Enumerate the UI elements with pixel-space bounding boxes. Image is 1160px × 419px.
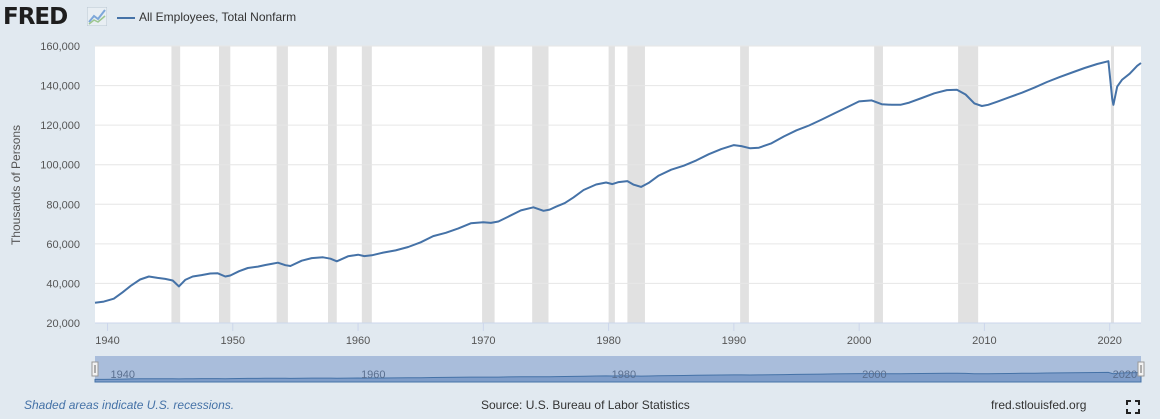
recession-note: Shaded areas indicate U.S. recessions.	[24, 398, 235, 412]
recession-band	[1110, 46, 1114, 323]
y-tick-label: 80,000	[46, 199, 80, 211]
x-tick-label: 2000	[847, 335, 871, 347]
recession-band	[171, 46, 181, 323]
plot-background	[95, 46, 1141, 323]
navigator-ticks: 1940 1960 1980 2000 2020	[111, 369, 1138, 381]
recession-band	[958, 46, 979, 323]
y-tick-label: 120,000	[40, 120, 80, 132]
chart-header: FRED All Employees, Total Nonfarm	[0, 0, 1160, 40]
x-axis-ticks: 1940 1950 1960 1970 1980 1990 2000 2010 2020	[95, 323, 1122, 347]
x-tick-label: 2010	[972, 335, 996, 347]
y-tick-label: 40,000	[46, 278, 80, 290]
y-axis-label: Thousands of Persons	[9, 125, 23, 245]
fullscreen-icon[interactable]	[1126, 400, 1140, 414]
fred-chart-icon	[87, 7, 107, 26]
recession-band	[482, 46, 495, 323]
source-text: Source: U.S. Bureau of Labor Statistics	[481, 398, 690, 412]
recession-band	[328, 46, 337, 323]
x-tick-label: 2020	[1097, 335, 1121, 347]
navigator-area	[94, 371, 1142, 383]
recession-band	[219, 46, 231, 323]
series-line[interactable]	[94, 60, 1142, 304]
navigator-tick-label: 1960	[361, 369, 385, 381]
recession-band	[532, 46, 549, 323]
y-tick-label: 20,000	[46, 318, 80, 330]
x-tick-label: 1980	[596, 335, 620, 347]
x-tick-label: 1970	[471, 335, 495, 347]
navigator-tick-label: 1980	[612, 369, 636, 381]
grid-lines	[95, 45, 1141, 324]
navigator-tick-label: 2000	[862, 369, 886, 381]
navigator-tick-label: 2020	[1113, 369, 1137, 381]
site-url[interactable]: fred.stlouisfed.org	[991, 398, 1087, 412]
recession-band	[276, 46, 288, 323]
fred-logo[interactable]: FRED	[3, 4, 68, 30]
y-axis-ticks: 20,000 40,000 60,000 80,000 100,000 120,000 14…	[40, 41, 80, 330]
recession-band	[740, 46, 749, 323]
x-tick-label: 1960	[346, 335, 370, 347]
legend-label[interactable]: All Employees, Total Nonfarm	[139, 10, 297, 24]
x-tick-label: 1950	[221, 335, 245, 347]
x-tick-label: 1990	[722, 335, 746, 347]
y-tick-label: 140,000	[40, 81, 80, 93]
y-tick-label: 60,000	[46, 239, 80, 251]
legend-swatch	[117, 17, 135, 19]
x-tick-label: 1940	[95, 335, 119, 347]
y-tick-label: 100,000	[40, 160, 80, 172]
recession-band	[874, 46, 883, 323]
navigator-tick-label: 1940	[111, 369, 135, 381]
recession-band	[361, 46, 372, 323]
y-tick-label: 160,000	[40, 41, 80, 53]
navigator[interactable]: 1940 1960 1980 2000 2020	[91, 356, 1145, 383]
